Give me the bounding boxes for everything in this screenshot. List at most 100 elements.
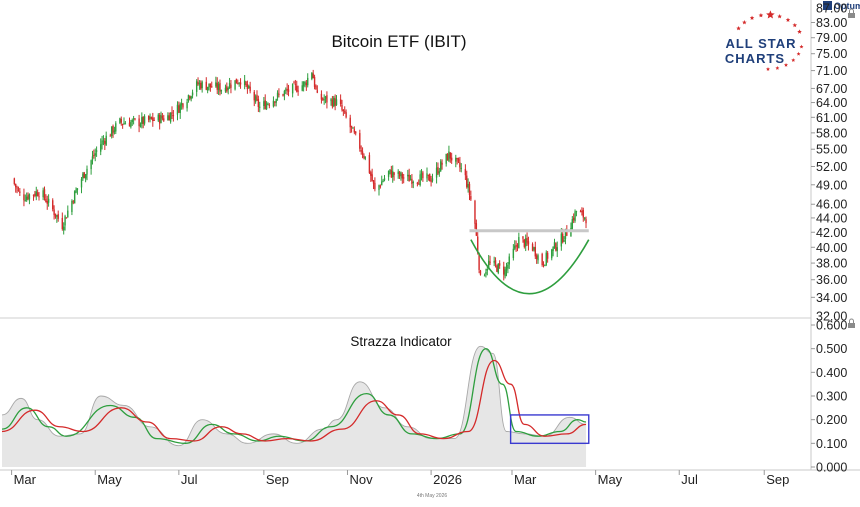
candle (355, 131, 357, 136)
candle (257, 95, 260, 113)
candle-body (457, 158, 460, 162)
candle-body (370, 172, 372, 176)
candle-body (248, 86, 250, 88)
candle (216, 77, 218, 95)
x-tick-label: May (97, 472, 122, 487)
price-tick-label: 49.00 (816, 178, 847, 192)
candle-body (209, 83, 212, 87)
indicator-tick-label: 0.400 (816, 366, 847, 380)
candle-body (409, 179, 412, 181)
candle (420, 169, 423, 181)
candle-body (312, 73, 314, 79)
candle-body (489, 261, 491, 263)
candle-body (331, 99, 334, 107)
candle-body (583, 217, 586, 219)
candle (167, 112, 169, 121)
candle (268, 103, 271, 109)
candle-body (533, 247, 535, 250)
candle (353, 126, 356, 135)
candle (466, 170, 468, 189)
candle (446, 153, 449, 161)
candle (205, 77, 207, 91)
candle (341, 99, 343, 112)
candle (523, 238, 526, 249)
candle (187, 94, 190, 103)
candle (401, 172, 404, 184)
candle-body (113, 130, 116, 132)
candle-body (109, 135, 112, 137)
candle (313, 74, 316, 90)
candle (56, 214, 58, 223)
candle-body (161, 115, 164, 119)
candle-body (102, 140, 105, 142)
candle (265, 101, 268, 111)
candle-body (171, 112, 173, 114)
candle-body (474, 200, 476, 224)
candle-body (397, 171, 399, 174)
candle-body (398, 172, 401, 177)
candle-body (470, 196, 472, 200)
candle (431, 173, 434, 183)
candle-body (296, 85, 298, 92)
candle (75, 187, 77, 194)
candle-body (141, 117, 143, 124)
candle (195, 79, 198, 97)
candle-body (581, 211, 583, 213)
candle-body (400, 172, 402, 177)
candle-body (352, 127, 354, 129)
candle-body (537, 255, 539, 261)
candle-body (363, 155, 365, 158)
candle (505, 262, 508, 277)
candle (226, 82, 228, 93)
candle-body (230, 84, 232, 88)
candle-body (422, 172, 424, 179)
candle-body (121, 124, 124, 126)
candle (485, 268, 487, 278)
candle (478, 252, 480, 274)
optuma-badge: Optuma (823, 1, 860, 11)
candle-body (379, 185, 382, 187)
x-tick-label: May (598, 472, 623, 487)
candle-body (493, 260, 495, 263)
candle (172, 110, 175, 122)
candle (190, 95, 192, 102)
candle-body (94, 153, 96, 156)
candle-body (80, 179, 83, 188)
candle-body (149, 116, 151, 120)
candle (254, 94, 257, 104)
candle-body (535, 255, 538, 260)
candle-body (72, 201, 74, 203)
candle (438, 167, 441, 177)
candle-body (514, 245, 516, 249)
candle (379, 184, 382, 189)
candle (378, 184, 380, 196)
candle-body (43, 189, 46, 198)
candle-body (523, 239, 526, 247)
x-tick-label: Mar (14, 472, 37, 487)
candle-body (446, 153, 449, 161)
candle-body (429, 174, 431, 182)
candle (256, 90, 258, 102)
candle-body (512, 248, 515, 258)
candle (324, 95, 327, 104)
candle-body (179, 104, 181, 114)
candle (119, 117, 121, 125)
candle (508, 253, 510, 269)
candle-body (211, 86, 213, 88)
candle (132, 115, 135, 125)
logo-line-1: ALL STAR (725, 36, 796, 51)
candle (234, 80, 236, 91)
logo-star (749, 15, 755, 20)
candle-body (272, 100, 275, 107)
candle-body (445, 154, 447, 164)
logo-star (758, 13, 764, 18)
candle-body (208, 83, 210, 88)
candle (302, 81, 305, 92)
candle (128, 117, 131, 127)
lock-icon (848, 318, 855, 328)
candle-body (157, 114, 159, 121)
candle (198, 80, 201, 90)
candle (152, 112, 154, 127)
candle (176, 101, 179, 121)
candle-body (61, 217, 64, 230)
